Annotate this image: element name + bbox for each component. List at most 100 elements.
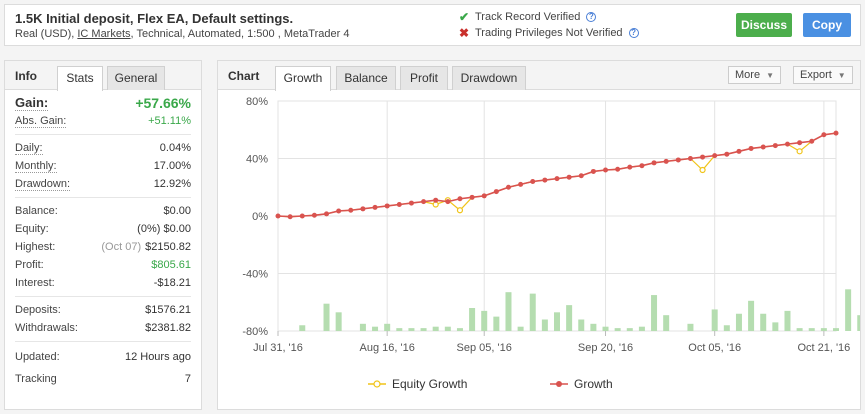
help-icon[interactable]: ? [628,28,639,38]
growth-point [360,206,366,212]
volume-bar [857,315,864,331]
growth-point [287,214,293,220]
more-label: More [735,69,761,81]
legend-label: Equity Growth [392,377,467,391]
x-tick-label: Jul 31, '16 [253,342,303,354]
volume-bar [772,322,779,331]
copy-button[interactable]: Copy [803,13,851,37]
volume-bar [396,328,403,331]
y-tick-label: -80% [242,326,268,338]
stat-drawdown-label: Drawdown: [15,177,71,191]
chart-tabs: Chart Growth Balance Profit Drawdown Mor… [218,61,860,91]
stat-gain: Gain: +57.66% [15,94,191,112]
growth-point [651,160,657,166]
tab-general[interactable]: General [107,66,165,90]
volume-bar [517,326,524,331]
growth-point [530,179,536,184]
stat-withdrawals: Withdrawals: $2381.82 [15,319,191,337]
info-title: Info [15,69,37,83]
stat-balance: Balance: $0.00 [15,202,191,220]
stat-deposits-label: Deposits: [15,304,61,316]
info-panel: Info Stats General Gain: +57.66% Abs. Ga… [4,60,202,410]
y-tick-label: 40% [246,154,268,166]
growth-point [675,157,681,163]
legend-marker [373,380,381,388]
growth-point [554,176,560,182]
chevron-down-icon: ▼ [766,71,774,80]
growth-point [481,193,487,199]
growth-point [590,168,596,174]
help-icon[interactable]: ? [586,12,597,22]
track-record-label: Track Record Verified [475,11,581,23]
growth-line [277,132,837,218]
broker-link[interactable]: IC Markets [77,28,131,40]
stat-daily-value: 0.04% [159,142,191,154]
stat-abs-gain-value: +51.11% [148,115,191,127]
tab-growth[interactable]: Growth [275,66,331,91]
volume-bar [566,305,573,331]
y-tick-label: -40% [242,269,268,281]
tab-balance[interactable]: Balance [336,66,396,90]
growth-point [603,167,609,173]
growth-point [724,151,730,157]
growth-point [578,173,584,179]
growth-point [408,200,414,206]
volume-bar [760,313,767,331]
growth-point [324,211,330,217]
stat-tracking-label: Tracking [15,373,57,385]
x-tick-label: Aug 16, '16 [360,342,415,354]
stat-interest-value: -$18.21 [153,277,191,289]
tab-drawdown[interactable]: Drawdown [452,66,526,90]
stat-gain-label: Gain: [15,95,49,111]
stat-equity-value-wrap: (0%) $0.00 [137,223,191,235]
growth-point [336,208,342,214]
stat-updated-value: 12 Hours ago [124,351,191,363]
growth-point [687,156,693,161]
growth-point [784,141,790,147]
volume-bar [444,326,451,331]
growth-point [348,207,354,213]
tab-profit[interactable]: Profit [400,66,448,90]
growth-point [712,153,718,159]
cross-icon: ✖ [458,26,470,40]
track-record-status: ✔ Track Record Verified ? [457,10,597,24]
growth-point [433,197,439,203]
volume-bar [529,293,536,331]
growth-point [760,144,766,150]
volume-bar [748,300,755,331]
x-tick-label: Oct 21, '16 [797,342,850,354]
stat-deposits-value: $1576.21 [145,304,191,316]
volume-bar [723,325,730,331]
growth-point [372,204,378,210]
volume-bar [299,325,306,331]
stat-tracking-value: 7 [184,373,191,385]
info-tabs: Info Stats General [5,61,201,91]
volume-bar [323,303,330,331]
growth-point [518,181,524,187]
x-tick-label: Oct 05, '16 [688,342,741,354]
tab-stats[interactable]: Stats [57,66,103,91]
volume-bar [626,328,633,331]
volume-bar [651,295,658,331]
volume-bar [711,309,718,331]
growth-point [542,177,548,183]
account-details: , Technical, Automated, 1:500 , MetaTrad… [130,28,350,40]
stat-highest-value-wrap: (Oct 07) $2150.82 [101,241,191,253]
volume-bar [384,323,391,331]
volume-bar [420,328,427,331]
stat-equity: Equity: (0%) $0.00 [15,220,191,238]
discuss-button[interactable]: Discuss [736,13,792,37]
stats-list: Gain: +57.66% Abs. Gain: +51.11% Daily: … [5,90,201,394]
more-dropdown[interactable]: More ▼ [728,66,781,84]
x-tick-label: Sep 20, '16 [578,342,633,354]
volume-bar [481,310,488,331]
volume-bar [820,328,827,331]
stat-daily: Daily: 0.04% [15,139,191,157]
growth-point [311,212,317,218]
stat-deposits: Deposits: $1576.21 [15,301,191,319]
growth-point [299,213,305,219]
trading-privileges-label: Trading Privileges Not Verified [475,27,623,39]
account-subtitle: Real (USD), IC Markets, Technical, Autom… [15,28,349,40]
export-dropdown[interactable]: Export ▼ [793,66,853,84]
volume-bar [602,326,609,331]
